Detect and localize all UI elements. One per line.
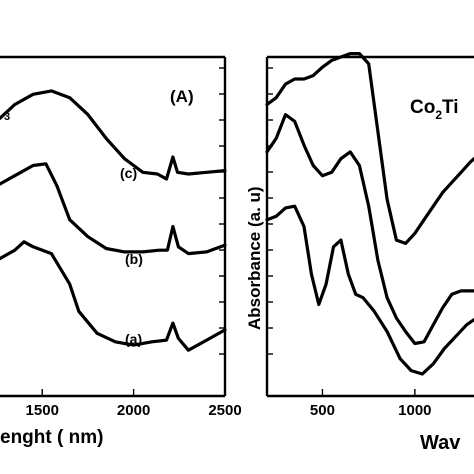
x-tick-label-a-0: 1500: [26, 402, 59, 419]
panel-a-legend-fragment: 3: [4, 111, 10, 123]
series-label-b: (b): [125, 251, 143, 267]
curve-a-2: [0, 240, 227, 352]
panel-a-ticks: 1500 2000 2500: [26, 67, 242, 419]
curve-a-0: [0, 89, 227, 181]
panel-b-ticks: 500 1000: [267, 67, 432, 419]
panel-b-curves: [265, 52, 474, 376]
x-tick-label-b-1: 1000: [398, 402, 431, 419]
panel-b-y-axis-title: Absorbance (a. u): [245, 186, 264, 330]
curve-a-1: [0, 162, 227, 256]
x-tick-label-a-2: 2500: [208, 402, 241, 419]
curve-b-2: [265, 204, 474, 376]
panel-b-title: Co2Ti: [410, 97, 459, 122]
curve-b-0: [265, 52, 474, 245]
series-label-c: (c): [120, 165, 137, 181]
curve-b-1: [265, 113, 474, 346]
panel-a-curves: [0, 89, 227, 352]
panel-b-x-axis-title: Wav: [420, 432, 461, 454]
panel-b: 500 1000 Co2Ti Absorbance (a. u) Wav: [245, 52, 474, 454]
x-tick-label-a-1: 2000: [117, 402, 150, 419]
panel-a: 1500 2000 2500 (A) 3 (c) (b) (a) enght ( n…: [0, 55, 242, 448]
series-label-a: (a): [125, 331, 142, 347]
x-tick-label-b-0: 500: [310, 402, 335, 419]
panel-a-x-axis-title: enght ( nm): [0, 427, 103, 448]
panel-a-label: (A): [170, 87, 194, 106]
